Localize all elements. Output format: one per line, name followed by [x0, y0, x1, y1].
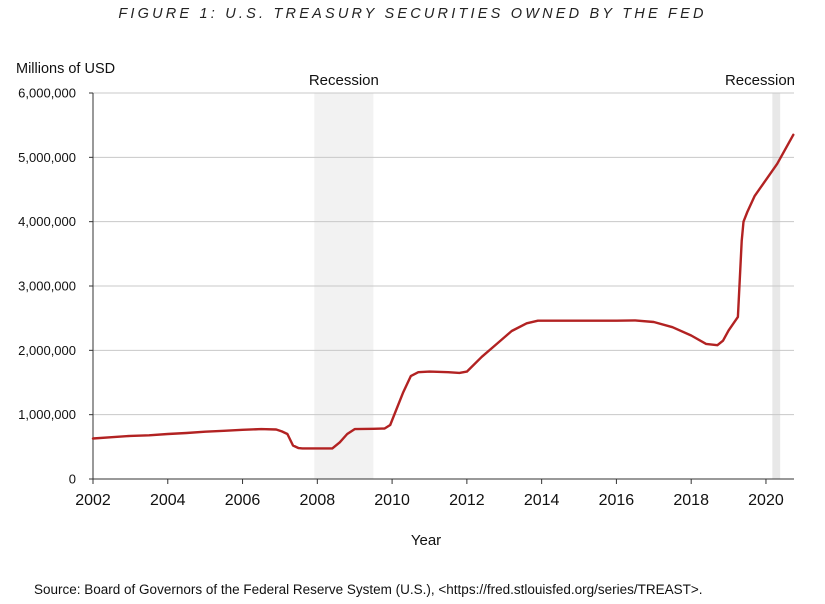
x-tick-label: 2010: [374, 492, 410, 509]
x-tick-label: 2002: [75, 492, 111, 509]
grid-lines: [93, 92, 794, 416]
x-tick-label: 2018: [673, 492, 709, 509]
x-tick-label: 2004: [150, 492, 186, 509]
x-tick-label: 2016: [599, 492, 635, 509]
tick-labels: Recession Recession 0 1,000,000 2,000,000 3,0…: [18, 72, 795, 509]
axes: [89, 92, 794, 484]
x-tick-label: 2012: [449, 492, 485, 509]
x-axis-label: Year: [410, 532, 442, 549]
y-tick-label: 1,000,000: [18, 407, 76, 422]
y-tick-label: 0: [69, 472, 76, 487]
x-tick-label: 2014: [524, 492, 560, 509]
x-tick-label: 2006: [225, 492, 261, 509]
x-tick-label: 2020: [748, 492, 784, 509]
recession-label: Recession: [309, 72, 379, 89]
recession-label: Recession: [725, 72, 795, 89]
y-tick-label: 2,000,000: [18, 343, 76, 358]
series-line: [91, 133, 795, 450]
y-tick-label: 3,000,000: [18, 279, 76, 294]
y-tick-label: 4,000,000: [18, 214, 76, 229]
y-axis-label: Millions of USD: [16, 61, 116, 77]
chart-title: FIGURE 1: U.S. TREASURY SECURITIES OWNED…: [118, 6, 707, 22]
treasury-holdings-line: [91, 133, 795, 450]
y-tick-label: 6,000,000: [18, 86, 76, 101]
x-tick-label: 2008: [300, 492, 336, 509]
source-note: Source: Board of Governors of the Federa…: [34, 582, 703, 597]
y-tick-label: 5,000,000: [18, 150, 76, 165]
